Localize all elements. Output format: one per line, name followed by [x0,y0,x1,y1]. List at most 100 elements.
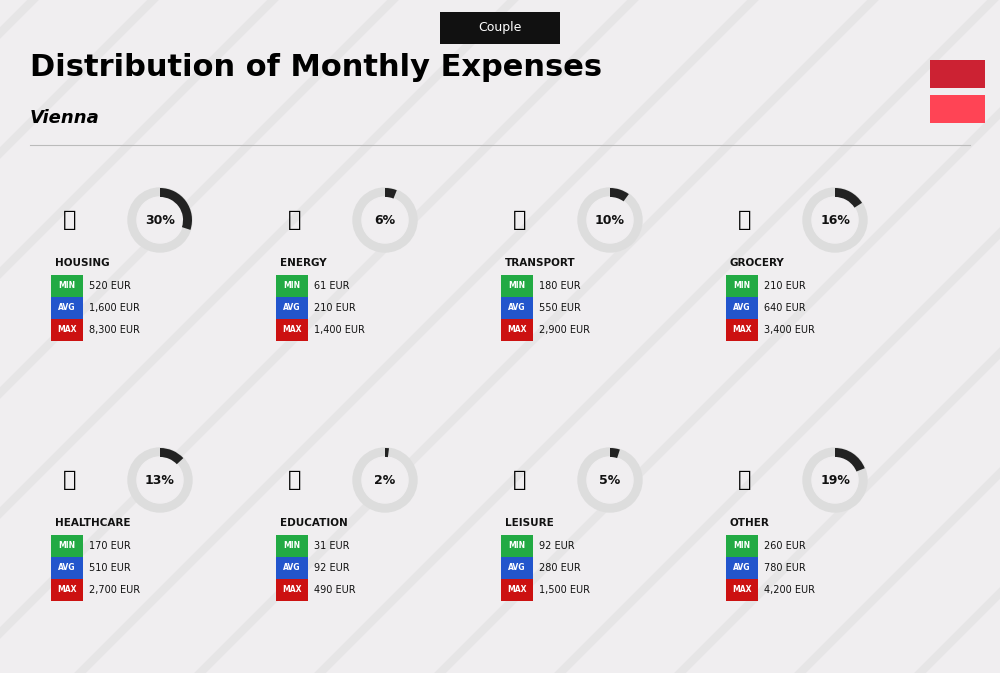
Text: MAX: MAX [732,586,752,594]
Text: 550 EUR: 550 EUR [539,303,581,313]
Text: TRANSPORT: TRANSPORT [505,258,576,268]
FancyBboxPatch shape [930,95,985,123]
Text: 🛒: 🛒 [738,210,752,230]
Text: 490 EUR: 490 EUR [314,585,356,595]
Circle shape [353,448,417,512]
Text: 16%: 16% [820,213,850,227]
Text: 280 EUR: 280 EUR [539,563,581,573]
Wedge shape [610,448,620,458]
FancyBboxPatch shape [726,275,758,297]
Text: 92 EUR: 92 EUR [314,563,350,573]
FancyBboxPatch shape [276,535,308,557]
Text: 780 EUR: 780 EUR [764,563,806,573]
Text: EDUCATION: EDUCATION [280,518,348,528]
Wedge shape [160,188,192,230]
Text: Vienna: Vienna [30,109,100,127]
Text: MAX: MAX [282,326,302,334]
FancyBboxPatch shape [51,297,83,319]
FancyBboxPatch shape [276,579,308,601]
Text: 3,400 EUR: 3,400 EUR [764,325,815,335]
Circle shape [587,457,633,503]
Text: 170 EUR: 170 EUR [89,541,131,551]
FancyBboxPatch shape [501,275,533,297]
Text: 2,900 EUR: 2,900 EUR [539,325,590,335]
Text: 260 EUR: 260 EUR [764,541,806,551]
Text: MIN: MIN [58,542,76,551]
Text: HOUSING: HOUSING [55,258,110,268]
Circle shape [128,448,192,512]
Text: 1,600 EUR: 1,600 EUR [89,303,140,313]
Text: Distribution of Monthly Expenses: Distribution of Monthly Expenses [30,53,602,83]
FancyBboxPatch shape [276,319,308,341]
Text: MIN: MIN [733,542,751,551]
FancyBboxPatch shape [501,579,533,601]
FancyBboxPatch shape [726,557,758,579]
FancyBboxPatch shape [501,297,533,319]
Text: GROCERY: GROCERY [730,258,785,268]
Text: 🛍️: 🛍️ [513,470,527,490]
Text: 61 EUR: 61 EUR [314,281,350,291]
Circle shape [587,197,633,243]
FancyBboxPatch shape [726,297,758,319]
FancyBboxPatch shape [930,60,985,88]
Text: MAX: MAX [57,586,77,594]
Wedge shape [835,188,862,208]
FancyBboxPatch shape [51,579,83,601]
Text: 30%: 30% [145,213,175,227]
Text: AVG: AVG [283,304,301,312]
Text: Couple: Couple [478,22,522,34]
Text: 13%: 13% [145,474,175,487]
Circle shape [812,197,858,243]
Text: 💰: 💰 [738,470,752,490]
Circle shape [578,188,642,252]
Text: OTHER: OTHER [730,518,770,528]
Text: MAX: MAX [507,586,527,594]
Circle shape [137,197,183,243]
Text: 640 EUR: 640 EUR [764,303,806,313]
FancyBboxPatch shape [51,557,83,579]
Text: AVG: AVG [283,563,301,573]
FancyBboxPatch shape [501,557,533,579]
Text: MIN: MIN [733,281,751,291]
FancyBboxPatch shape [726,319,758,341]
Text: 8,300 EUR: 8,300 EUR [89,325,140,335]
Text: 210 EUR: 210 EUR [314,303,356,313]
FancyBboxPatch shape [51,275,83,297]
Text: 2%: 2% [374,474,396,487]
FancyBboxPatch shape [276,275,308,297]
FancyBboxPatch shape [51,319,83,341]
Text: AVG: AVG [508,304,526,312]
Text: AVG: AVG [58,563,76,573]
Wedge shape [160,448,183,464]
Wedge shape [385,188,397,199]
Text: MIN: MIN [283,542,301,551]
Text: ENERGY: ENERGY [280,258,327,268]
Wedge shape [385,448,389,457]
Text: MAX: MAX [732,326,752,334]
Text: MIN: MIN [58,281,76,291]
Text: MIN: MIN [508,542,526,551]
Text: AVG: AVG [733,304,751,312]
Text: 1,400 EUR: 1,400 EUR [314,325,365,335]
FancyBboxPatch shape [501,535,533,557]
Circle shape [803,448,867,512]
Text: 210 EUR: 210 EUR [764,281,806,291]
Text: 🔌: 🔌 [288,210,302,230]
FancyBboxPatch shape [51,535,83,557]
Text: 🏥: 🏥 [63,470,77,490]
FancyBboxPatch shape [726,579,758,601]
Text: 🎓: 🎓 [288,470,302,490]
Text: MAX: MAX [282,586,302,594]
Circle shape [137,457,183,503]
Text: MIN: MIN [283,281,301,291]
Text: AVG: AVG [58,304,76,312]
Wedge shape [610,188,629,201]
Text: LEISURE: LEISURE [505,518,554,528]
FancyBboxPatch shape [440,12,560,44]
Text: 6%: 6% [374,213,396,227]
Text: 92 EUR: 92 EUR [539,541,575,551]
FancyBboxPatch shape [726,535,758,557]
Text: 31 EUR: 31 EUR [314,541,350,551]
FancyBboxPatch shape [276,297,308,319]
Text: 1,500 EUR: 1,500 EUR [539,585,590,595]
